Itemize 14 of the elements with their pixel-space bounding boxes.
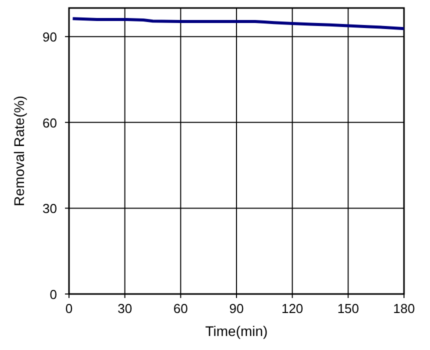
x-tick-label: 90 xyxy=(229,301,244,316)
x-tick-label: 150 xyxy=(337,301,360,316)
x-tick-label: 180 xyxy=(393,301,415,316)
y-tick-label: 90 xyxy=(42,30,57,45)
y-tick-label: 0 xyxy=(50,287,57,302)
x-tick-label: 30 xyxy=(118,301,132,316)
x-axis-title: Time(min) xyxy=(205,323,268,339)
x-tick-label: 60 xyxy=(173,301,188,316)
line-series xyxy=(71,17,406,30)
y-axis-title: Removal Rate(%) xyxy=(11,96,27,206)
y-tick-label: 60 xyxy=(42,115,57,130)
y-tick-label: 30 xyxy=(42,201,57,216)
x-tick-label: 0 xyxy=(65,301,73,316)
x-tick-label: 120 xyxy=(281,301,304,316)
